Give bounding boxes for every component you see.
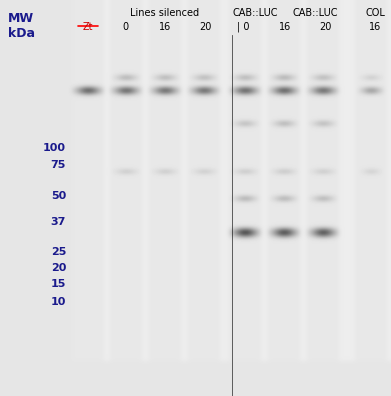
Text: | 0: | 0 bbox=[237, 22, 249, 32]
Text: Lines silenced: Lines silenced bbox=[131, 8, 199, 18]
Text: Zt: Zt bbox=[83, 22, 93, 32]
Text: 37: 37 bbox=[50, 217, 66, 227]
Text: MW: MW bbox=[8, 12, 34, 25]
Text: 25: 25 bbox=[50, 247, 66, 257]
Text: 20: 20 bbox=[319, 22, 331, 32]
Text: 50: 50 bbox=[51, 191, 66, 201]
Text: 75: 75 bbox=[50, 160, 66, 170]
Text: COL: COL bbox=[365, 8, 385, 18]
Text: 16: 16 bbox=[159, 22, 171, 32]
Text: 20: 20 bbox=[199, 22, 211, 32]
Text: 16: 16 bbox=[369, 22, 381, 32]
Text: 100: 100 bbox=[43, 143, 66, 153]
Text: 0: 0 bbox=[122, 22, 128, 32]
Text: 16: 16 bbox=[279, 22, 291, 32]
Text: 15: 15 bbox=[50, 279, 66, 289]
Text: CAB::LUC: CAB::LUC bbox=[232, 8, 278, 18]
Text: kDa: kDa bbox=[8, 27, 35, 40]
Text: 20: 20 bbox=[50, 263, 66, 273]
Text: CAB::LUC: CAB::LUC bbox=[292, 8, 338, 18]
Text: 10: 10 bbox=[50, 297, 66, 307]
